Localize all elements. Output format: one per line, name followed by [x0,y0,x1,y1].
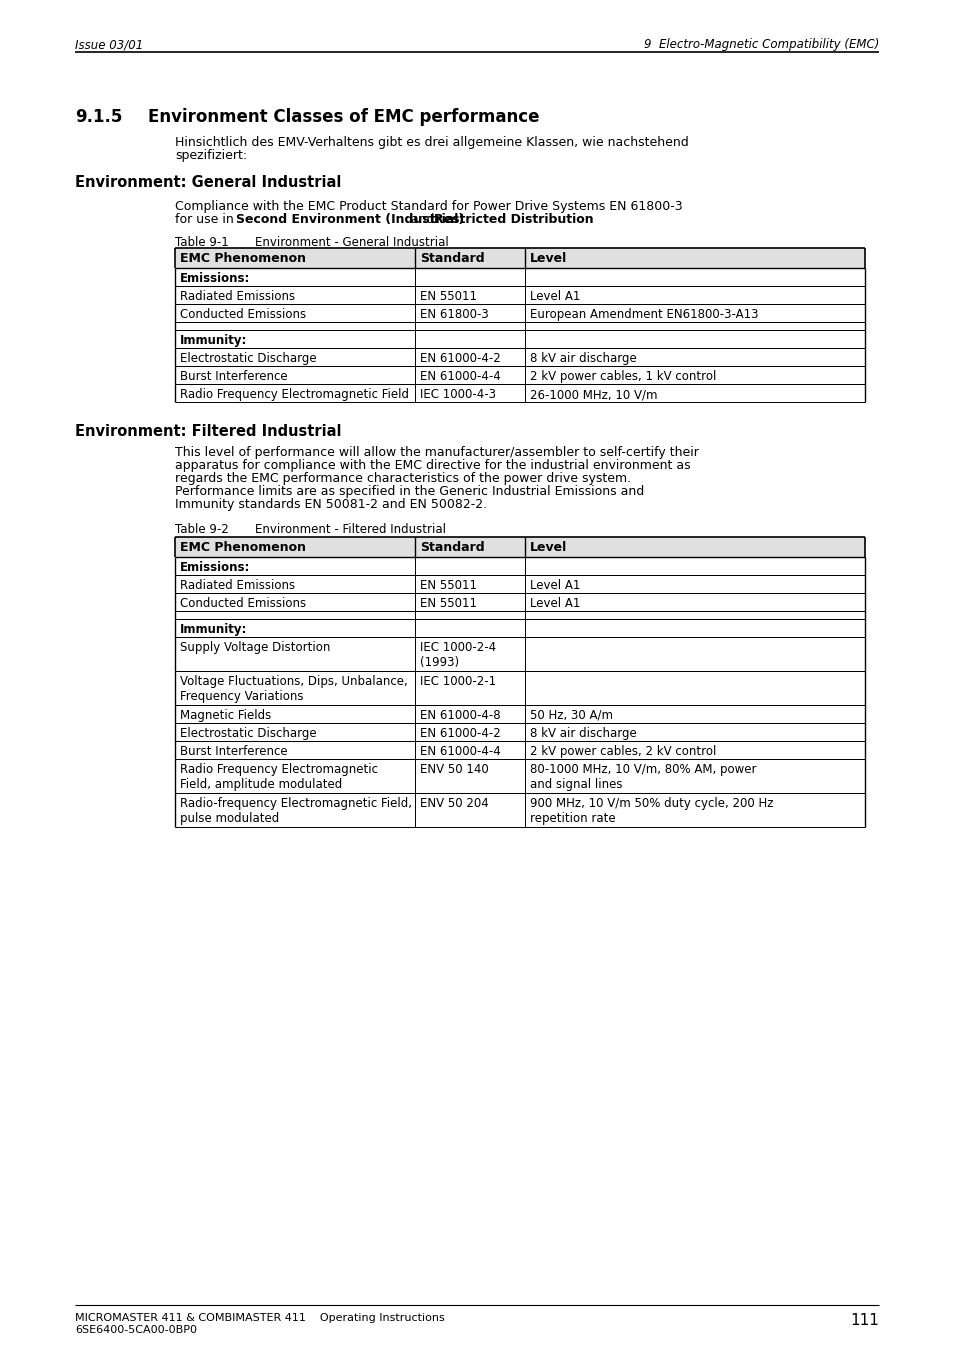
Text: Electrostatic Discharge: Electrostatic Discharge [180,353,316,365]
Text: 50 Hz, 30 A/m: 50 Hz, 30 A/m [530,709,613,721]
Text: 2 kV power cables, 2 kV control: 2 kV power cables, 2 kV control [530,744,716,758]
Text: Compliance with the EMC Product Standard for Power Drive Systems EN 61800-3: Compliance with the EMC Product Standard… [174,200,682,213]
Text: Radiated Emissions: Radiated Emissions [180,580,294,592]
Text: This level of performance will allow the manufacturer/assembler to self-certify : This level of performance will allow the… [174,446,699,459]
Text: spezifiziert:: spezifiziert: [174,149,247,162]
Text: Table 9-1       Environment - General Industrial: Table 9-1 Environment - General Industri… [174,236,448,249]
Text: Radio-frequency Electromagnetic Field,
pulse modulated: Radio-frequency Electromagnetic Field, p… [180,797,412,825]
Text: 111: 111 [849,1313,878,1328]
Text: 8 kV air discharge: 8 kV air discharge [530,353,636,365]
Text: EN 61000-4-8: EN 61000-4-8 [419,709,500,721]
Text: IEC 1000-2-4
(1993): IEC 1000-2-4 (1993) [419,640,496,669]
Text: EMC Phenomenon: EMC Phenomenon [180,253,306,265]
Text: Table 9-2       Environment - Filtered Industrial: Table 9-2 Environment - Filtered Industr… [174,523,446,536]
Text: Radio Frequency Electromagnetic
Field, amplitude modulated: Radio Frequency Electromagnetic Field, a… [180,763,377,790]
Text: apparatus for compliance with the EMC directive for the industrial environment a: apparatus for compliance with the EMC di… [174,459,690,471]
Text: Level A1: Level A1 [530,597,579,611]
Text: 900 MHz, 10 V/m 50% duty cycle, 200 Hz
repetition rate: 900 MHz, 10 V/m 50% duty cycle, 200 Hz r… [530,797,773,825]
Text: EN 55011: EN 55011 [419,290,476,303]
Text: Immunity:: Immunity: [180,623,247,636]
Text: Supply Voltage Distortion: Supply Voltage Distortion [180,640,330,654]
Text: EN 61000-4-4: EN 61000-4-4 [419,744,500,758]
Text: Hinsichtlich des EMV-Verhaltens gibt es drei allgemeine Klassen, wie nachstehend: Hinsichtlich des EMV-Verhaltens gibt es … [174,136,688,149]
Text: Level: Level [530,540,567,554]
Text: Immunity:: Immunity: [180,334,247,347]
Text: ENV 50 140: ENV 50 140 [419,763,488,775]
Text: Level A1: Level A1 [530,290,579,303]
Text: EMC Phenomenon: EMC Phenomenon [180,540,306,554]
Text: Restricted Distribution: Restricted Distribution [434,213,594,226]
Text: 80-1000 MHz, 10 V/m, 80% AM, power
and signal lines: 80-1000 MHz, 10 V/m, 80% AM, power and s… [530,763,756,790]
Text: Environment Classes of EMC performance: Environment Classes of EMC performance [148,108,539,126]
Text: Conducted Emissions: Conducted Emissions [180,597,306,611]
Text: EN 55011: EN 55011 [419,597,476,611]
Text: Magnetic Fields: Magnetic Fields [180,709,271,721]
Text: EN 55011: EN 55011 [419,580,476,592]
Text: Performance limits are as specified in the Generic Industrial Emissions and: Performance limits are as specified in t… [174,485,643,499]
Bar [174,536,864,557]
Text: 26-1000 MHz, 10 V/m: 26-1000 MHz, 10 V/m [530,388,657,401]
Text: Radiated Emissions: Radiated Emissions [180,290,294,303]
Text: Voltage Fluctuations, Dips, Unbalance,
Frequency Variations: Voltage Fluctuations, Dips, Unbalance, F… [180,676,407,703]
Text: Environment: General Industrial: Environment: General Industrial [75,176,341,190]
Text: EN 61000-4-2: EN 61000-4-2 [419,727,500,740]
Text: 2 kV power cables, 1 kV control: 2 kV power cables, 1 kV control [530,370,716,382]
Text: Environment: Filtered Industrial: Environment: Filtered Industrial [75,424,341,439]
Text: EN 61000-4-2: EN 61000-4-2 [419,353,500,365]
Text: MICROMASTER 411 & COMBIMASTER 411    Operating Instructions: MICROMASTER 411 & COMBIMASTER 411 Operat… [75,1313,444,1323]
Text: 6SE6400-5CA00-0BP0: 6SE6400-5CA00-0BP0 [75,1325,196,1335]
Text: Issue 03/01: Issue 03/01 [75,38,143,51]
Text: 8 kV air discharge: 8 kV air discharge [530,727,636,740]
Text: 9.1.5: 9.1.5 [75,108,122,126]
Text: 9  Electro-Magnetic Compatibility (EMC): 9 Electro-Magnetic Compatibility (EMC) [643,38,878,51]
Text: Standard: Standard [419,253,484,265]
Text: Emissions:: Emissions: [180,561,250,574]
Text: European Amendment EN61800-3-A13: European Amendment EN61800-3-A13 [530,308,758,322]
Bar [174,249,864,267]
Text: Burst Interference: Burst Interference [180,370,287,382]
Text: IEC 1000-4-3: IEC 1000-4-3 [419,388,496,401]
Text: IEC 1000-2-1: IEC 1000-2-1 [419,676,496,688]
Text: Burst Interference: Burst Interference [180,744,287,758]
Text: Conducted Emissions: Conducted Emissions [180,308,306,322]
Text: Second Environment (Industrial): Second Environment (Industrial) [235,213,463,226]
Text: EN 61800-3: EN 61800-3 [419,308,488,322]
Text: EN 61000-4-4: EN 61000-4-4 [419,370,500,382]
Text: Radio Frequency Electromagnetic Field: Radio Frequency Electromagnetic Field [180,388,409,401]
Text: regards the EMC performance characteristics of the power drive system.: regards the EMC performance characterist… [174,471,631,485]
Text: .: . [560,213,565,226]
Text: ENV 50 204: ENV 50 204 [419,797,488,811]
Text: for use in: for use in [174,213,237,226]
Text: Standard: Standard [419,540,484,554]
Text: Level A1: Level A1 [530,580,579,592]
Text: and: and [406,213,438,226]
Text: Electrostatic Discharge: Electrostatic Discharge [180,727,316,740]
Text: Immunity standards EN 50081-2 and EN 50082-2.: Immunity standards EN 50081-2 and EN 500… [174,499,487,511]
Text: Emissions:: Emissions: [180,272,250,285]
Text: Level: Level [530,253,567,265]
